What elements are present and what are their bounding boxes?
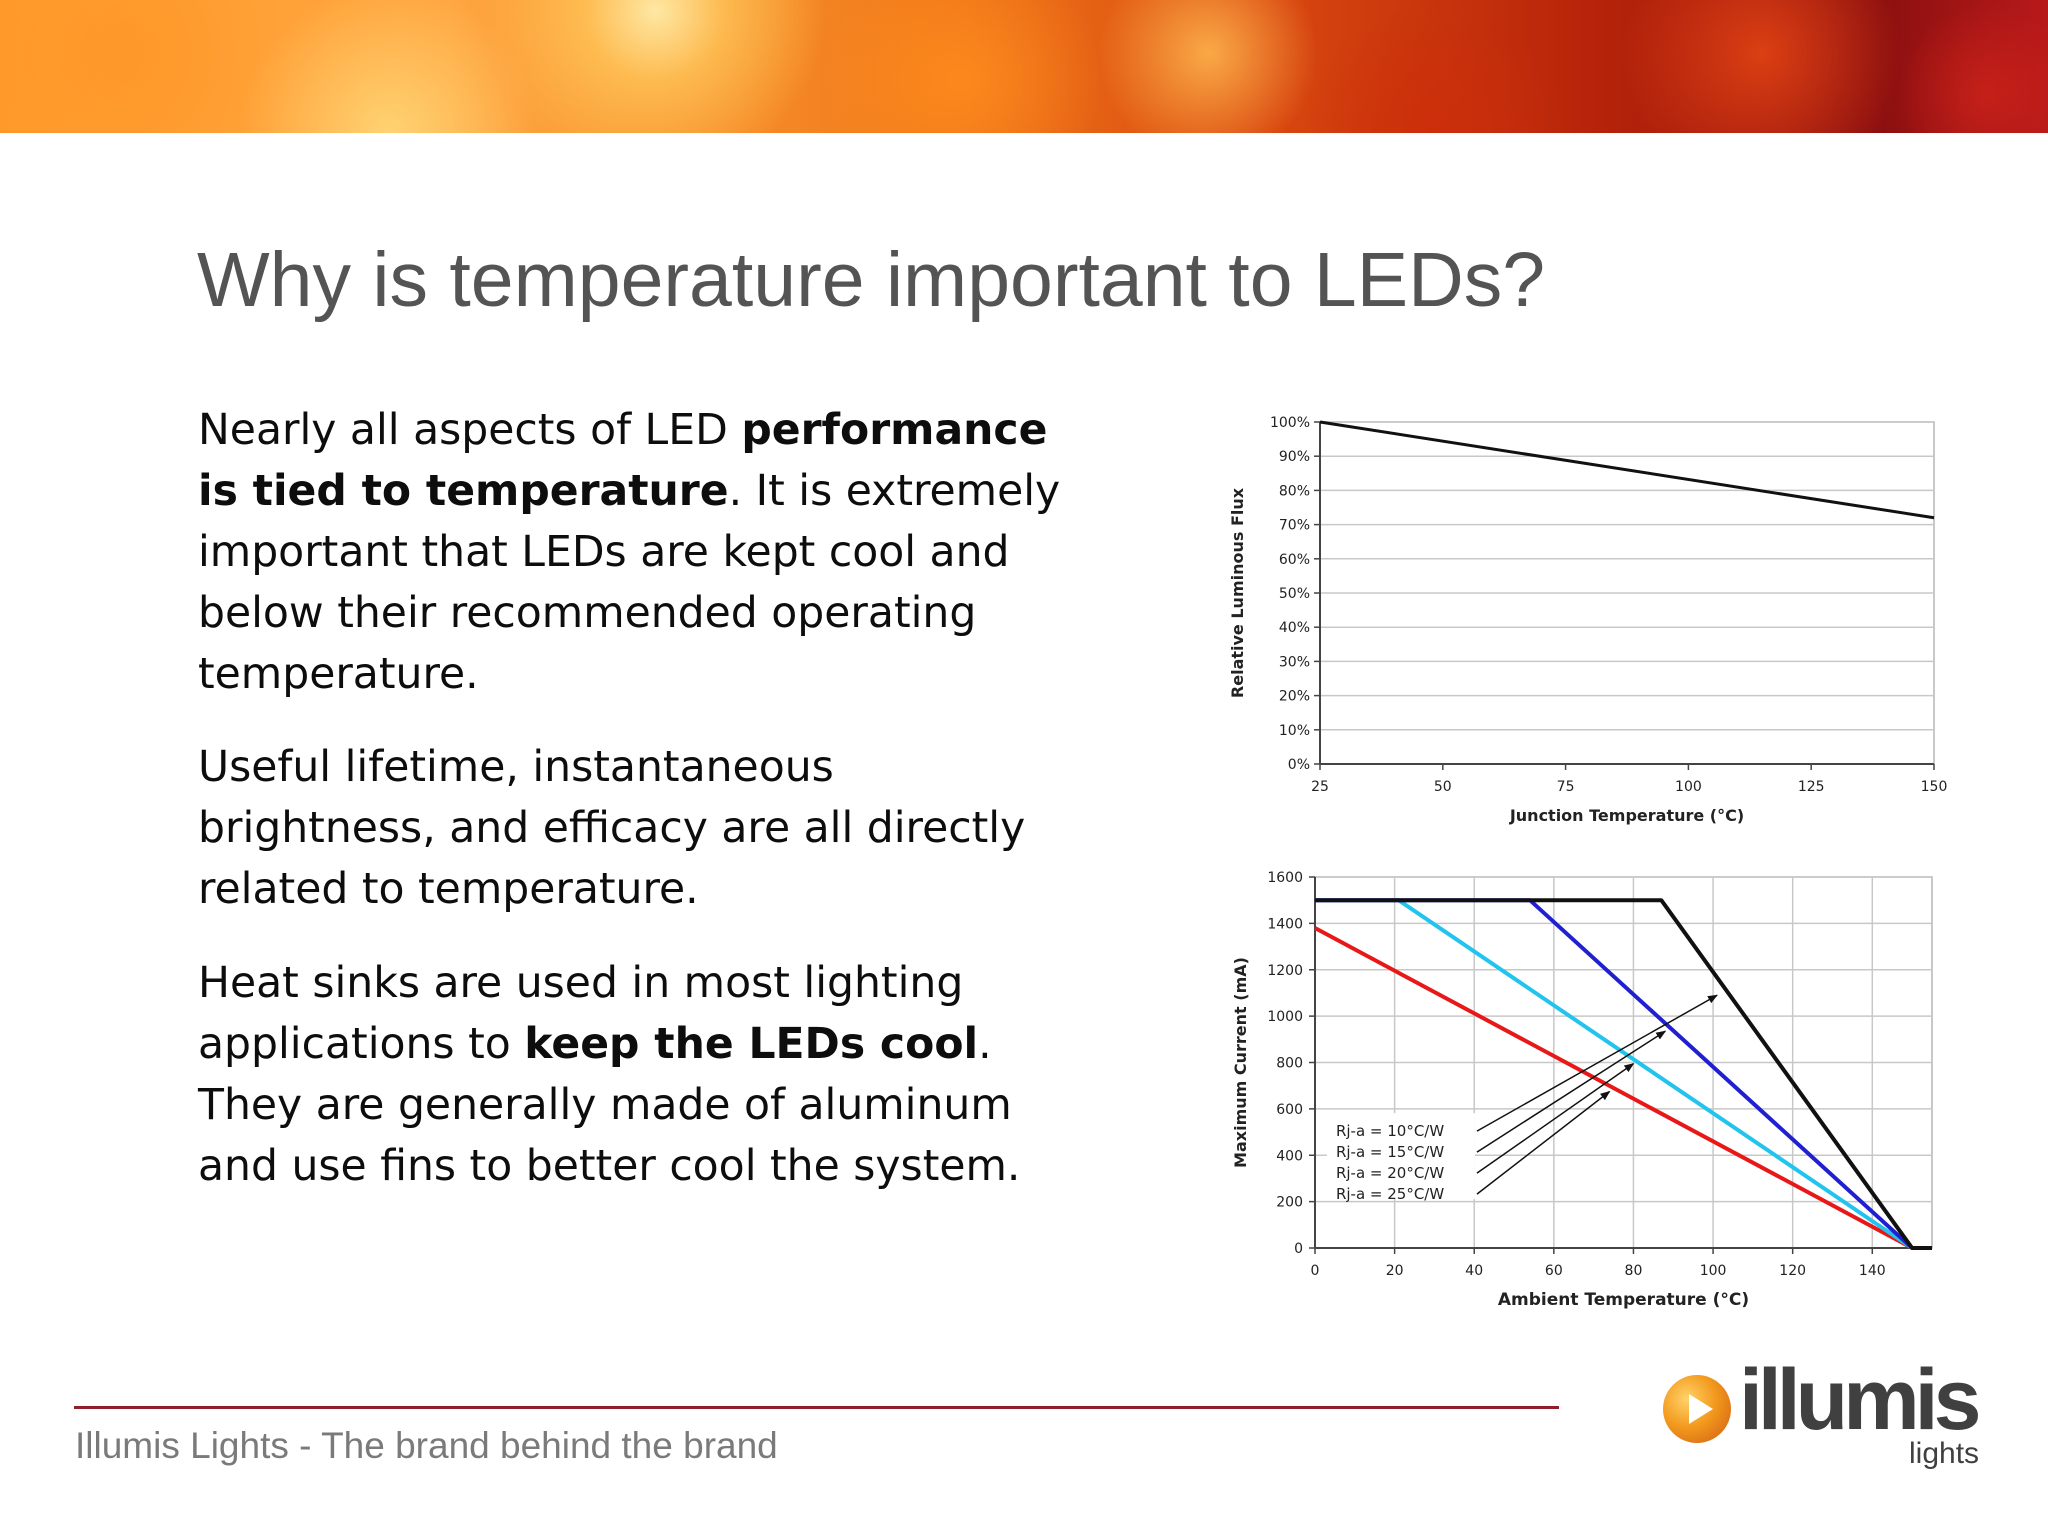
annotation-arrow — [1476, 994, 1718, 1132]
annotation-arrow — [1476, 1030, 1667, 1153]
annotation-arrow — [1476, 1090, 1611, 1195]
y-axis-title: Maximum Current (mA) — [1231, 957, 1250, 1168]
x-tick-label: 120 — [1779, 1263, 1806, 1279]
x-axis-title: Ambient Temperature (°C) — [1498, 1290, 1749, 1310]
x-axis-title: Junction Temperature (°C) — [1509, 806, 1744, 825]
y-tick-label: 80% — [1279, 483, 1310, 499]
y-tick-label: 600 — [1276, 1102, 1303, 1118]
x-tick-label: 40 — [1465, 1263, 1483, 1279]
y-tick-label: 1000 — [1267, 1009, 1303, 1025]
rja-annotation-label: Rj-a = 15°C/W — [1336, 1143, 1444, 1161]
illumis-logo: illumis lights — [1655, 1357, 1995, 1485]
y-axis-title: Relative Luminous Flux — [1228, 487, 1247, 698]
x-tick-label: 125 — [1798, 779, 1825, 795]
x-tick-label: 80 — [1625, 1263, 1643, 1279]
y-tick-label: 70% — [1279, 518, 1310, 534]
rja-annotation-label: Rj-a = 10°C/W — [1336, 1122, 1444, 1140]
paragraph-heat-sinks: Heat sinks are used in most lighting app… — [198, 953, 1078, 1197]
x-tick-label: 150 — [1921, 779, 1948, 795]
rja-annotation-label: Rj-a = 20°C/W — [1336, 1164, 1444, 1182]
text-run: Nearly all aspects of LED — [198, 406, 742, 455]
rja-annotation-label: Rj-a = 25°C/W — [1336, 1185, 1444, 1203]
x-tick-label: 0 — [1311, 1263, 1320, 1279]
x-tick-label: 60 — [1545, 1263, 1563, 1279]
y-tick-label: 20% — [1279, 689, 1310, 705]
paragraph-lifetime: Useful lifetime, instantaneous brightnes… — [198, 737, 1078, 920]
slide-title: Why is temperature important to LEDs? — [197, 237, 1546, 323]
y-tick-label: 50% — [1279, 586, 1310, 602]
text-run: . It is extremely important that LEDs ar… — [198, 467, 1061, 699]
y-tick-label: 90% — [1279, 449, 1310, 465]
text-run-bold: performance is tied to temperature — [198, 406, 1048, 516]
flux-series-line — [1319, 420, 1935, 520]
text-run: Useful lifetime, instantaneous brightnes… — [198, 743, 1026, 914]
y-tick-label: 40% — [1279, 620, 1310, 636]
luminous-flux-chart: 0% 10% 20% 30% 40% 50% 60% 70% 80% 90% 100% 25 50 75 1… — [1228, 415, 1948, 825]
y-tick-label: 60% — [1279, 552, 1310, 568]
x-tick-label: 75 — [1557, 779, 1575, 795]
footer-tagline: Illumis Lights - The brand behind the br… — [75, 1425, 778, 1466]
text-run: Heat sinks are used in most lighting app… — [198, 959, 964, 1069]
annotation-arrow — [1476, 1063, 1635, 1174]
y-tick-label: 1200 — [1267, 963, 1303, 979]
y-tick-label: 100% — [1270, 415, 1310, 431]
text-run: . They are generally made of aluminum an… — [198, 1020, 1021, 1191]
x-tick-label: 140 — [1859, 1263, 1886, 1279]
y-tick-label: 10% — [1279, 723, 1310, 739]
y-tick-label: 200 — [1276, 1195, 1303, 1211]
x-tick-label: 20 — [1386, 1263, 1404, 1279]
header-banner-image — [0, 0, 2048, 133]
annotation-box — [1326, 1113, 1475, 1200]
logo-wordmark: illumis — [1739, 1352, 1981, 1448]
text-run-bold: keep the LEDs cool — [524, 1020, 979, 1069]
x-tick-label: 25 — [1311, 779, 1329, 795]
footer-divider — [74, 1406, 1559, 1409]
x-tick-label: 50 — [1434, 779, 1452, 795]
y-tick-label: 1600 — [1267, 870, 1303, 886]
x-tick-label: 100 — [1675, 779, 1702, 795]
y-tick-label: 30% — [1279, 654, 1310, 670]
x-tick-label: 100 — [1700, 1263, 1727, 1279]
y-tick-label: 0% — [1288, 757, 1310, 773]
paragraph-performance: Nearly all aspects of LED performance is… — [198, 400, 1078, 705]
y-tick-label: 400 — [1276, 1148, 1303, 1164]
logo-subtitle: lights — [1909, 1437, 1980, 1470]
y-tick-label: 1400 — [1267, 916, 1303, 932]
y-tick-label: 0 — [1294, 1241, 1303, 1257]
play-circle-icon — [1663, 1375, 1731, 1443]
maximum-current-chart: 0 200 400 600 800 1000 1200 1400 1600 0 20 40 60 80 10… — [1231, 870, 1933, 1310]
current-series-line — [1315, 898, 1932, 1250]
y-tick-label: 800 — [1276, 1056, 1303, 1072]
